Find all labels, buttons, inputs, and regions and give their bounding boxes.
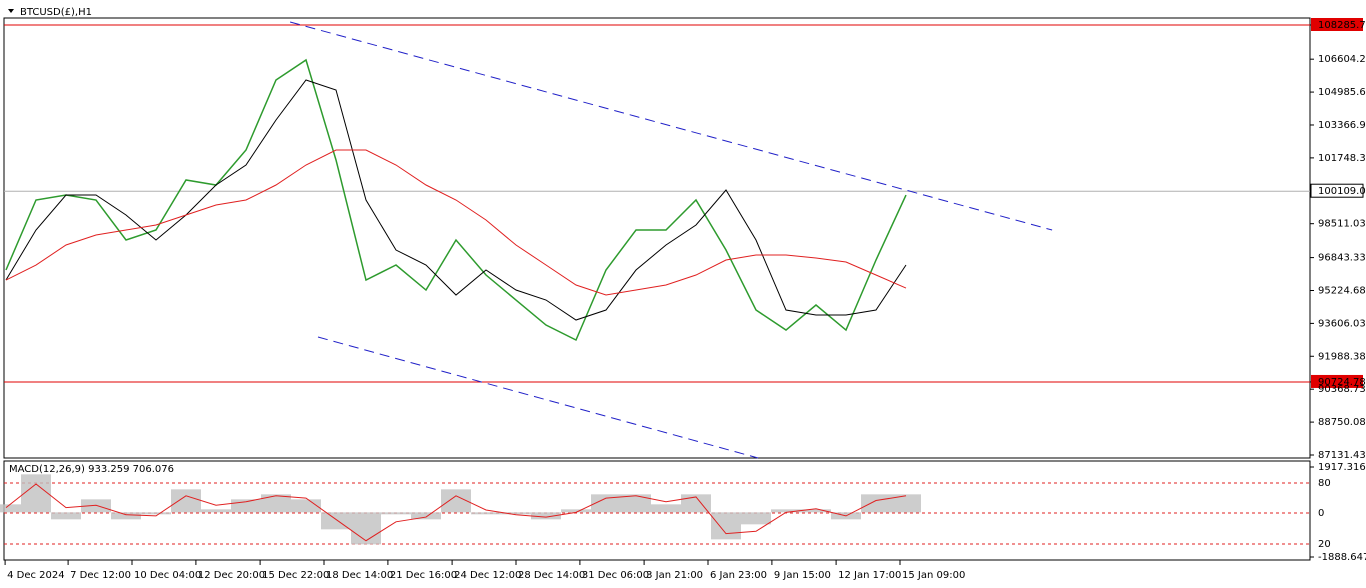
level-label: 0 [1318,508,1324,519]
macd-bar [291,499,322,513]
macd-bar [411,512,442,520]
macd-bar [81,499,112,513]
x-tick-label: 10 Dec 04:00 [134,570,201,581]
y-tick-label: 100109.00 [1318,186,1366,197]
chart-title: BTCUSD(£),H1 [20,7,92,18]
y-tick-label: 108285.79 [1318,20,1366,31]
x-tick-label: 4 Dec 2024 [7,570,65,581]
moving-average [5,79,907,321]
price-panel [3,17,1311,459]
menu-arrow[interactable] [8,9,14,13]
price-label-box [1311,17,1363,31]
y-tick-label: 96843.33 [1318,253,1366,264]
macd-bar [531,512,562,520]
macd-bar [621,494,651,513]
y-tick-label: 101748.33 [1318,153,1366,164]
level-label: 80 [1318,478,1331,489]
macd-bar [680,494,711,513]
macd-bar [201,509,232,513]
x-tick-label: 15 Jan 09:00 [902,570,965,581]
x-tick-label: 3 Jan 21:00 [646,570,703,581]
y-tick-label: 104985.63 [1318,87,1366,98]
y-tick-label: 103366.98 [1318,120,1366,131]
price-label-box [1311,374,1363,388]
y-tick-label: 95224.68 [1318,285,1366,296]
macd-bar [890,494,921,513]
level-label: 20 [1318,539,1331,550]
y-tick-label: 106604.28 [1318,54,1366,65]
y-tick-label: 91988.38 [1318,351,1366,362]
macd-bar [381,512,412,515]
y-tick-label: 1917.316 [1318,462,1366,473]
price-line [5,58,907,342]
price-label-box [1310,183,1364,198]
macd-bar [441,489,472,513]
moving-average [5,149,907,296]
x-tick-label: 28 Dec 14:00 [518,570,585,581]
macd-bar [351,512,382,545]
y-tick-label: 90724.78 [1318,377,1366,388]
y-tick-label: 90368.73 [1318,384,1366,395]
macd-bar [111,512,142,520]
x-tick-label: 24 Dec 12:00 [454,570,521,581]
x-tick-label: 12 Dec 20:00 [198,570,265,581]
trend-line [289,21,1053,231]
x-tick-label: 12 Jan 17:00 [838,570,901,581]
x-tick-label: 31 Dec 06:00 [582,570,649,581]
macd-bar [171,489,202,513]
macd-bar [51,512,82,520]
macd-title: MACD(12,26,9) 933.259 706.076 [9,464,174,475]
y-tick-label: -1888.647 [1318,552,1366,563]
x-tick-label: 21 Dec 16:00 [390,570,457,581]
macd-bar [740,512,771,525]
y-tick-label: 93606.03 [1318,318,1366,329]
x-tick-label: 6 Jan 23:00 [710,570,767,581]
x-tick-label: 9 Jan 15:00 [774,570,831,581]
macd-bar [561,509,592,513]
x-tick-label: 15 Dec 22:00 [262,570,329,581]
macd-bar [770,509,801,513]
y-tick-label: 87131.43 [1318,450,1366,461]
x-tick-label: 7 Dec 12:00 [70,570,131,581]
macd-bar [0,504,22,513]
y-tick-label: 88750.08 [1318,417,1366,428]
trend-line [317,336,759,459]
macd-bar [860,494,891,513]
macd-bar [471,512,502,515]
macd-bar [261,494,292,513]
macd-bar [651,504,681,513]
macd-bar [591,494,622,513]
macd-bar [800,509,831,513]
y-tick-label: 98511.03 [1318,219,1366,230]
macd-bar [141,512,172,515]
signal-line [5,483,907,542]
macd-bar [21,474,52,513]
macd-bar [501,512,532,515]
x-tick-label: 18 Dec 14:00 [326,570,393,581]
macd-bar [710,512,741,540]
